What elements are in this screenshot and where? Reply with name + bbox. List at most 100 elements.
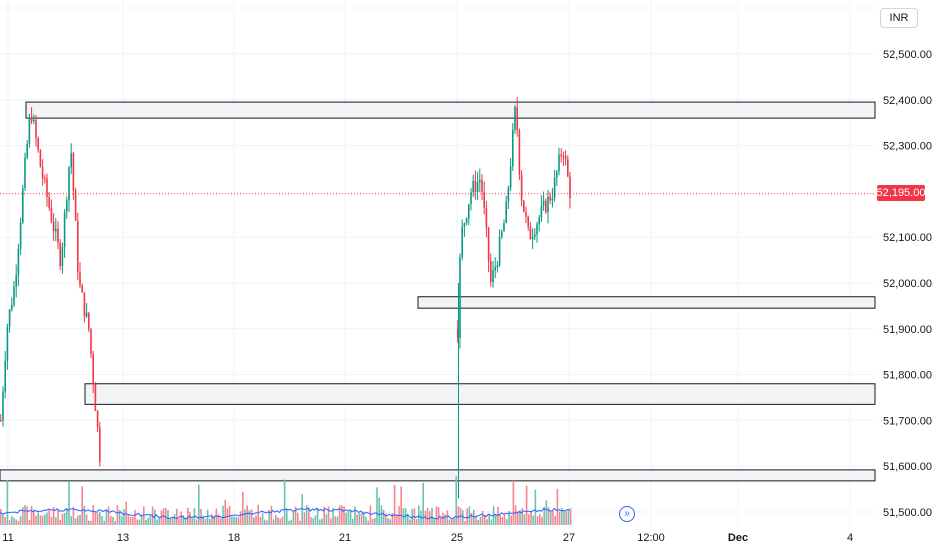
volume-bar <box>129 517 132 525</box>
volume-bar <box>211 514 213 525</box>
volume-bar <box>202 515 204 525</box>
volume-bar <box>178 519 180 525</box>
volume-bar <box>72 507 75 525</box>
resistance-zone-top[interactable] <box>25 101 876 119</box>
volume-bar <box>422 482 424 525</box>
candle-body <box>66 200 68 213</box>
candle-body <box>483 191 485 209</box>
candle-body <box>518 130 521 175</box>
currency-badge[interactable]: INR <box>880 8 918 28</box>
volume-bar <box>77 515 79 525</box>
volume-bar <box>525 485 528 525</box>
candle-body <box>41 167 44 179</box>
candle-body <box>549 196 551 201</box>
candle-body <box>545 200 547 213</box>
price-tick-label: 52,100.00 <box>883 232 932 244</box>
time-tick-label: 4 <box>847 532 853 544</box>
volume-bar <box>345 512 347 525</box>
volume-bar <box>479 516 482 525</box>
price-candles <box>0 96 571 499</box>
volume-bar <box>215 508 218 525</box>
volume-bar <box>499 515 501 525</box>
volume-bar <box>371 519 374 525</box>
volume-bar <box>393 485 396 525</box>
demand-zone-bottom[interactable] <box>0 469 876 482</box>
volume-bar <box>180 511 182 525</box>
candle-body <box>37 138 39 151</box>
volume-bar <box>418 505 420 525</box>
volume-bar <box>228 505 231 525</box>
volume-bar <box>327 506 330 525</box>
volume-bar <box>125 501 127 525</box>
volume-bar <box>477 519 479 525</box>
price-tick-label: 51,900.00 <box>883 324 932 336</box>
volume-bar <box>360 513 363 525</box>
volume-bar <box>444 514 446 525</box>
volume-bar <box>195 519 198 525</box>
volume-bar <box>191 518 193 525</box>
candle-body <box>68 167 70 201</box>
candle-body <box>569 176 571 198</box>
volume-bar <box>275 514 277 525</box>
volume-bar <box>435 506 438 525</box>
candle-body <box>531 236 534 240</box>
demand-zone-lower[interactable] <box>84 383 876 405</box>
volume-bar <box>466 508 468 525</box>
volume-bar <box>407 513 409 525</box>
volume-bar <box>136 519 138 525</box>
candle-body <box>39 150 42 168</box>
candle-body <box>540 206 543 218</box>
volume-bar <box>165 508 167 525</box>
volume-bar <box>92 505 94 525</box>
volume-bar <box>244 509 246 525</box>
volume-bar <box>235 517 237 525</box>
volume-bar <box>48 509 50 525</box>
candle-body <box>505 201 507 223</box>
candle-body <box>4 360 6 392</box>
candle-body <box>74 190 77 221</box>
volume-bar <box>149 515 152 525</box>
volume-bar <box>217 514 220 525</box>
volume-bar <box>105 508 108 525</box>
volume-bar <box>536 516 539 525</box>
volume-bar <box>253 517 255 525</box>
candle-body <box>72 153 75 191</box>
candle-body <box>59 242 61 267</box>
volume-bar <box>0 508 2 525</box>
candle-body <box>19 222 22 249</box>
volume-bar <box>52 507 55 525</box>
volume-bar <box>462 510 464 525</box>
candle-body <box>479 179 481 183</box>
volume-bar <box>341 505 343 525</box>
candle-body <box>547 196 549 213</box>
volume-bar <box>121 516 123 525</box>
candle-body <box>94 384 97 412</box>
time-tick-label: 25 <box>451 532 463 544</box>
volume-bar <box>134 510 136 525</box>
volume-bar <box>495 514 497 525</box>
volume-bar <box>488 514 490 525</box>
candle-body <box>8 309 11 327</box>
volume-bar <box>446 510 449 525</box>
volume-bar <box>409 519 411 525</box>
candle-body <box>538 217 540 225</box>
volume-bar <box>187 507 189 525</box>
volume-bar <box>28 519 31 525</box>
volume-bar <box>85 514 88 525</box>
candle-body <box>507 187 510 202</box>
volume-bar <box>110 516 112 525</box>
volume-bar <box>352 518 354 525</box>
candle-body <box>490 260 492 282</box>
volume-bar <box>160 510 163 525</box>
volume-bar <box>79 514 81 525</box>
goto-realtime-button[interactable]: » <box>619 506 635 522</box>
time-tick-label: 27 <box>563 532 575 544</box>
volume-bar <box>127 514 130 525</box>
volume-bar <box>101 516 103 525</box>
candle-body <box>485 208 488 228</box>
candle-body <box>0 420 2 422</box>
volume-bar <box>17 520 20 525</box>
support-zone-mid[interactable] <box>417 296 876 309</box>
volume-bar <box>167 510 169 525</box>
